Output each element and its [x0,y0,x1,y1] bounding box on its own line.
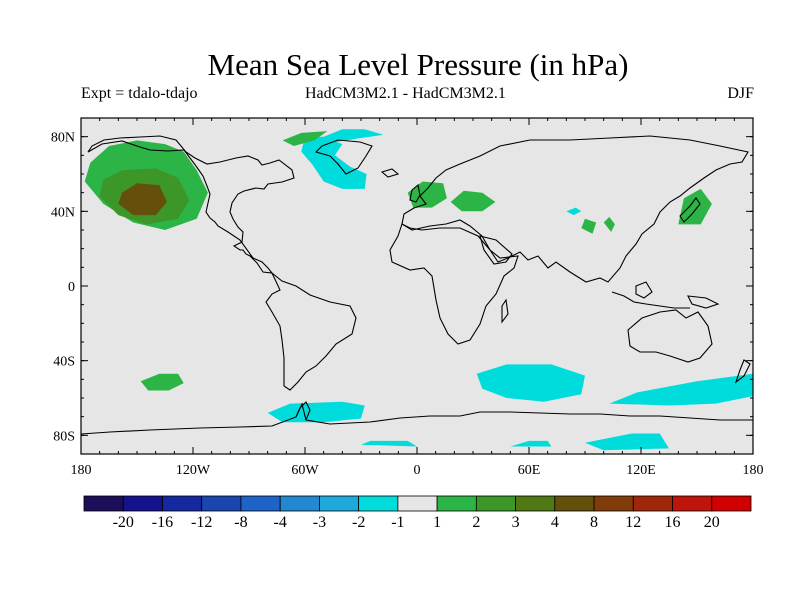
colorbar-box [397,495,438,512]
anomaly-regions [84,129,753,451]
colorbar-box [475,495,516,512]
coastline-japan [679,197,701,223]
colorbar-box [436,495,477,512]
colorbar: -20 -16 -12 -8 -4 -3 -2 -1 1 2 3 4 8 12 16 20 [83,495,752,531]
colorbar-box [162,495,203,512]
colorbar-label: -12 [191,514,212,531]
coastline-new-zealand [734,359,751,384]
anomaly-region-14 [609,373,753,406]
coastline-eurasia [401,135,749,283]
coastline-arabia [479,235,513,265]
anomaly-region-4 [323,129,384,143]
colorbar-label: 2 [472,514,480,531]
axis-tick-labels: 180 120W 60W 0 60E 120E 180 80N 40N 0 40S 80S [51,131,764,478]
coastline-africa [389,223,519,345]
experiment-label: Expt = tdalo-tdajo [81,85,198,102]
colorbar-box [319,495,360,512]
anomaly-region-18 [585,433,669,451]
anomaly-region-8 [678,188,712,225]
coastline-greenland [314,139,373,175]
coastline-antarctic-peninsula [295,401,311,421]
lon-tick-label: 120E [626,463,656,478]
anomaly-region-15 [267,401,365,423]
colorbar-box [672,495,713,512]
colorbar-label: 20 [704,514,720,531]
anomaly-region-16 [361,440,417,447]
colorbar-label: -3 [313,514,326,531]
lon-tick-label: 180 [71,463,92,478]
colorbar-box [554,495,595,512]
colorbar-label: 3 [512,514,520,531]
anomaly-region-2 [118,183,167,216]
anomaly-region-13 [476,364,585,402]
colorbar-box [279,495,320,512]
colorbar-box [240,495,281,512]
colorbar-box [122,495,163,512]
colorbar-box [358,495,399,512]
coastline-north-america [87,135,295,274]
lon-tick-label: 60E [518,463,541,478]
coastline-antarctica [81,402,753,435]
axis-ticks [80,117,754,455]
lat-tick-label: 40S [53,355,75,370]
lon-tick-label: 60W [291,463,319,478]
lat-tick-label: 80S [53,429,75,444]
anomaly-region-5 [282,131,328,146]
map-title: Mean Sea Level Pressure (in hPa) [207,47,629,82]
colorbar-label: 1 [433,514,441,531]
colorbar-box [201,495,242,512]
colorbar-label: -16 [152,514,173,531]
lat-tick-label: 40N [51,205,75,220]
lon-tick-label: 180 [743,463,764,478]
model-label: HadCM3M2.1 - HadCM3M2.1 [305,85,506,102]
coastline-borneo [635,281,653,299]
anomaly-region-12 [140,373,184,391]
colorbar-label: -20 [113,514,134,531]
coastline-britain [409,183,421,203]
anomaly-region-7 [450,190,496,212]
coastline-new-guinea [687,295,720,309]
colorbar-box [632,495,673,512]
coastline-south-america [265,272,357,391]
anomaly-region-10 [603,216,615,232]
anomaly-region-9 [581,218,597,234]
anomaly-region-17 [510,440,552,447]
coastline-australia [627,309,713,363]
colorbar-label: 16 [665,514,681,531]
anomaly-region-6 [407,181,447,208]
colorbar-box [515,495,556,512]
colorbar-box [593,495,634,512]
coastlines [81,135,753,435]
coastline-iceland [380,168,400,178]
season-label: DJF [727,85,754,102]
anomaly-region-11 [566,207,582,216]
lat-tick-label: 80N [51,131,75,146]
colorbar-label: 8 [590,514,598,531]
lon-tick-label: 120W [176,463,211,478]
colorbar-box [83,495,124,512]
coastline-madagascar [501,298,509,324]
lat-tick-label: 0 [68,280,75,295]
coastline-indonesia [611,291,690,309]
colorbar-label: 4 [551,514,559,531]
colorbar-label: -2 [352,514,365,531]
colorbar-label: -1 [391,514,404,531]
colorbar-label: -8 [234,514,247,531]
colorbar-label: 12 [625,514,641,531]
colorbar-label: -4 [274,514,287,531]
lon-tick-label: 0 [414,463,421,478]
colorbar-box [711,495,752,512]
